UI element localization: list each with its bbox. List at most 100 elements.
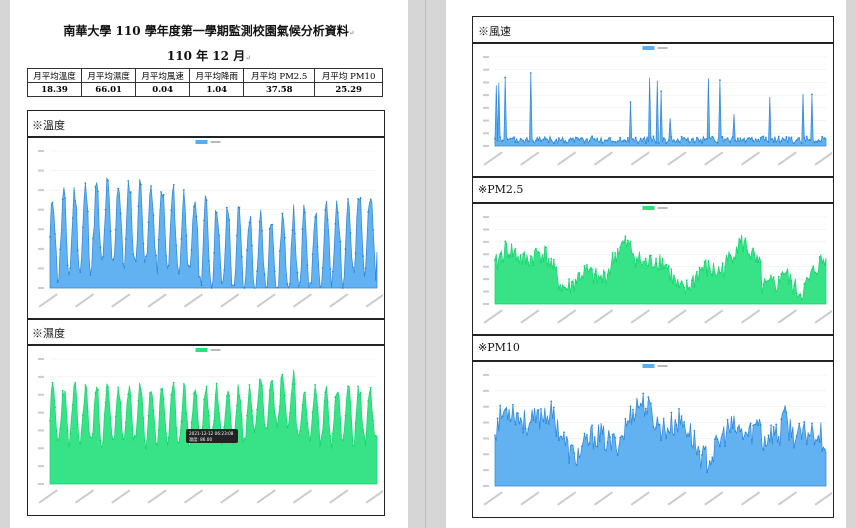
data-point bbox=[339, 417, 342, 420]
data-point bbox=[793, 446, 795, 449]
legend-swatch bbox=[195, 140, 208, 144]
data-point bbox=[81, 414, 84, 416]
data-point bbox=[683, 136, 686, 139]
data-point bbox=[706, 137, 709, 140]
data-point bbox=[621, 240, 624, 243]
data-point bbox=[609, 436, 611, 439]
chart-frame-temperature bbox=[27, 136, 385, 320]
data-point bbox=[182, 383, 185, 385]
data-point bbox=[177, 272, 180, 275]
data-point bbox=[347, 198, 349, 200]
data-point bbox=[736, 251, 739, 254]
y-tick-label bbox=[38, 189, 44, 192]
data-point bbox=[754, 138, 757, 141]
data-point bbox=[499, 404, 502, 407]
data-point bbox=[334, 396, 337, 399]
chart-frame-wind bbox=[472, 42, 834, 178]
data-point bbox=[92, 432, 94, 435]
data-point bbox=[522, 253, 525, 255]
data-point bbox=[662, 417, 665, 420]
data-point bbox=[596, 445, 599, 448]
chart-frame-pm25 bbox=[472, 202, 834, 336]
data-point bbox=[261, 229, 264, 232]
legend-label bbox=[210, 141, 221, 143]
summary-table: 月平均溫度 月平均濕度 月平均風速 月平均降雨 月平均 PM2.5 月平均 PM… bbox=[26, 68, 383, 97]
document-page-left: 南華大學 110 學年度第一學期監測校園氣候分析資料↵ 110 年 12 月↵ … bbox=[10, 0, 408, 528]
data-point bbox=[494, 259, 496, 261]
y-tick-label bbox=[483, 485, 489, 487]
data-point bbox=[132, 253, 135, 256]
data-point bbox=[557, 439, 560, 442]
data-point bbox=[744, 237, 747, 240]
data-point bbox=[795, 292, 798, 295]
data-point bbox=[155, 254, 157, 257]
data-point bbox=[581, 445, 583, 448]
data-point bbox=[678, 140, 680, 143]
data-point bbox=[326, 218, 329, 221]
data-point bbox=[680, 135, 683, 138]
section-label-temperature: ※溫度 bbox=[32, 119, 65, 132]
data-point bbox=[175, 244, 178, 247]
data-point bbox=[185, 412, 188, 415]
data-point bbox=[560, 435, 563, 438]
chart-frame-pm10 bbox=[472, 360, 834, 518]
data-point bbox=[369, 386, 372, 389]
data-point bbox=[563, 286, 565, 289]
data-point bbox=[494, 137, 496, 140]
data-point bbox=[309, 282, 311, 284]
data-point bbox=[137, 205, 140, 208]
data-point bbox=[329, 268, 332, 271]
data-point bbox=[210, 287, 213, 289]
data-point bbox=[352, 444, 354, 447]
data-point bbox=[800, 298, 803, 301]
data-point bbox=[586, 138, 588, 140]
data-point bbox=[660, 268, 663, 271]
data-point bbox=[811, 422, 813, 425]
data-point bbox=[122, 438, 125, 441]
x-tick-label bbox=[814, 309, 832, 324]
x-tick-label bbox=[593, 309, 614, 324]
data-point bbox=[667, 139, 670, 142]
data-point bbox=[364, 444, 367, 446]
data-point bbox=[685, 279, 688, 282]
data-point bbox=[652, 426, 655, 428]
data-point bbox=[772, 426, 775, 428]
data-point bbox=[675, 285, 678, 288]
data-point bbox=[719, 445, 721, 448]
data-point bbox=[813, 141, 816, 144]
data-point bbox=[762, 283, 765, 286]
data-point bbox=[532, 264, 535, 267]
data-point bbox=[49, 419, 51, 422]
data-point bbox=[352, 266, 354, 269]
data-point bbox=[271, 223, 274, 226]
legend-swatch bbox=[195, 348, 208, 352]
data-point bbox=[162, 193, 165, 196]
page-gap bbox=[408, 0, 446, 528]
data-point bbox=[228, 394, 231, 397]
data-point bbox=[129, 191, 132, 193]
data-point bbox=[772, 276, 775, 279]
data-point bbox=[294, 232, 296, 235]
data-point bbox=[283, 394, 286, 397]
section-header-pm25 bbox=[472, 176, 834, 204]
data-point bbox=[550, 400, 553, 403]
data-point bbox=[790, 436, 793, 439]
data-point bbox=[263, 424, 266, 426]
data-point bbox=[719, 272, 721, 274]
data-point bbox=[527, 261, 530, 264]
data-point bbox=[109, 417, 112, 420]
data-point bbox=[326, 401, 329, 404]
data-point bbox=[655, 426, 657, 429]
data-point bbox=[555, 266, 558, 269]
data-point bbox=[696, 453, 698, 456]
data-point bbox=[342, 439, 344, 442]
data-point bbox=[570, 281, 573, 284]
data-point bbox=[230, 284, 233, 286]
data-point bbox=[354, 421, 357, 424]
data-point bbox=[362, 255, 365, 258]
data-point bbox=[339, 240, 342, 243]
data-point bbox=[813, 271, 816, 274]
data-point bbox=[736, 137, 739, 140]
data-point bbox=[721, 135, 724, 138]
data-point bbox=[61, 389, 64, 392]
